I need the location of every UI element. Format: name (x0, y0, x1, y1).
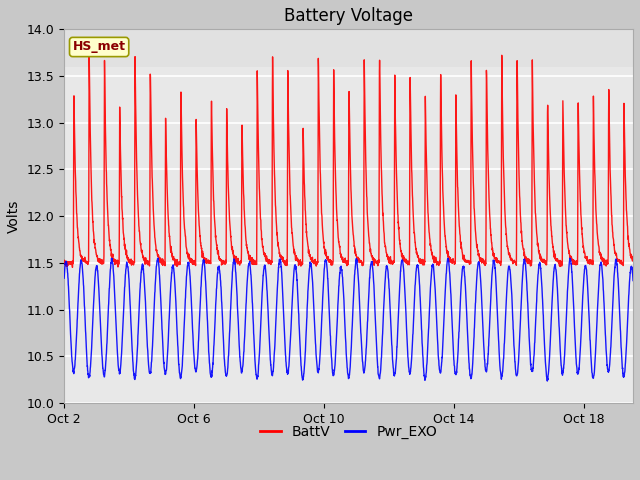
Legend: BattV, Pwr_EXO: BattV, Pwr_EXO (254, 420, 443, 445)
Y-axis label: Volts: Volts (7, 200, 21, 233)
Bar (64, 29, 633, 67)
Text: HS_met: HS_met (72, 40, 125, 53)
Title: Battery Voltage: Battery Voltage (284, 7, 413, 25)
